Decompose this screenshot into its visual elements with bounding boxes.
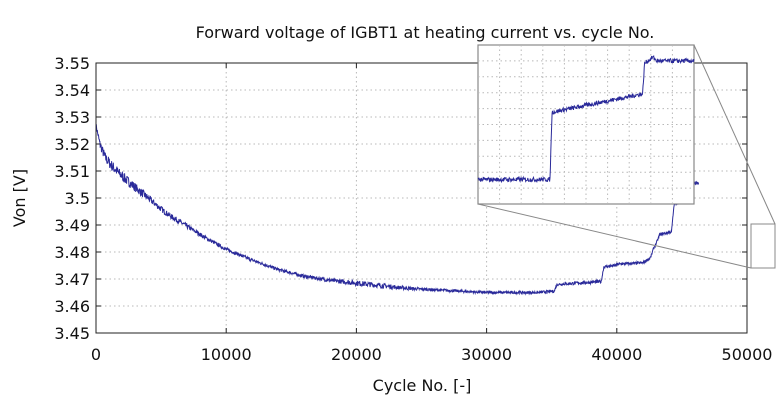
series-line-von bbox=[95, 124, 699, 296]
x-tick-label: 10000 bbox=[201, 345, 252, 364]
main-series-layer bbox=[95, 124, 699, 296]
x-tick-label: 20000 bbox=[331, 345, 382, 364]
y-tick-label: 3.54 bbox=[54, 81, 90, 100]
x-tick-label: 50000 bbox=[722, 345, 773, 364]
x-tick-label: 0 bbox=[91, 345, 101, 364]
y-tick-label: 3.55 bbox=[54, 54, 90, 73]
inset-layer bbox=[477, 44, 776, 269]
x-tick-label: 40000 bbox=[591, 345, 642, 364]
y-tick-label: 3.51 bbox=[54, 162, 90, 181]
y-tick-label: 3.45 bbox=[54, 324, 90, 343]
zoom-connector-top bbox=[693, 44, 776, 225]
y-tick-label: 3.47 bbox=[54, 270, 90, 289]
zoom-connector-bottom bbox=[477, 203, 752, 269]
y-tick-labels: 3.45 3.46 3.47 3.48 3.49 3.5 3.51 3.52 3.53 3.54 3… bbox=[54, 54, 90, 343]
y-tick-label: 3.49 bbox=[54, 216, 90, 235]
inset-series-line bbox=[477, 55, 695, 184]
zoom-region-box bbox=[750, 223, 776, 269]
y-tick-label: 3.5 bbox=[65, 189, 90, 208]
x-axis-label: Cycle No. [-] bbox=[373, 376, 472, 395]
x-tick-labels: 0 10000 20000 30000 40000 50000 bbox=[91, 345, 773, 364]
y-tick-label: 3.46 bbox=[54, 297, 90, 316]
y-tick-label: 3.52 bbox=[54, 135, 90, 154]
x-tick-label: 30000 bbox=[461, 345, 512, 364]
y-tick-label: 3.53 bbox=[54, 108, 90, 127]
y-tick-label: 3.48 bbox=[54, 243, 90, 262]
y-axis-label: Von [V] bbox=[10, 169, 29, 227]
plot-frame bbox=[95, 62, 748, 334]
chart-title: Forward voltage of IGBT1 at heating curr… bbox=[196, 23, 655, 42]
